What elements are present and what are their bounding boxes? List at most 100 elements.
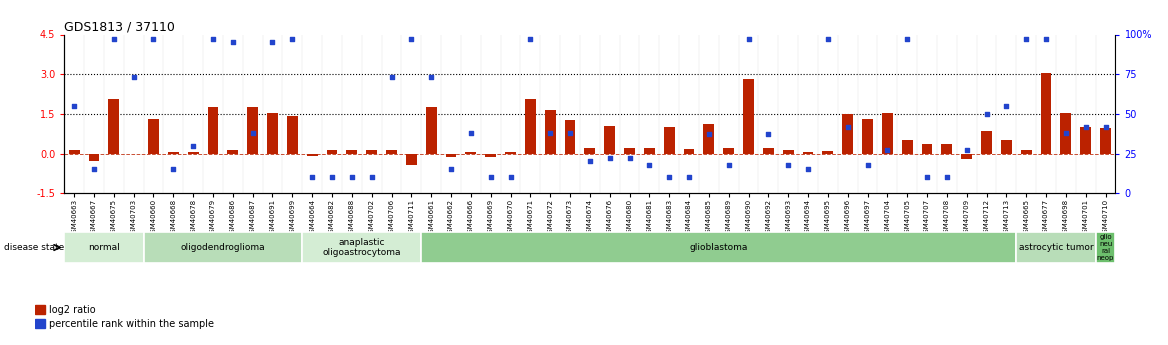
Point <box>362 175 381 180</box>
Bar <box>208 107 218 154</box>
Point <box>303 175 321 180</box>
Point <box>223 40 242 45</box>
Bar <box>941 144 952 154</box>
Point <box>442 167 460 172</box>
Bar <box>387 150 397 154</box>
Point <box>918 175 937 180</box>
Point <box>481 175 500 180</box>
Text: glioblastoma: glioblastoma <box>689 243 748 252</box>
Point <box>164 167 182 172</box>
Point <box>719 162 738 167</box>
Text: anaplastic
oligoastrocytoma: anaplastic oligoastrocytoma <box>322 238 401 257</box>
Bar <box>683 149 695 154</box>
FancyBboxPatch shape <box>1016 232 1096 263</box>
Bar <box>1061 112 1071 154</box>
Bar <box>248 107 258 154</box>
Point <box>1037 37 1056 42</box>
Bar <box>743 79 755 154</box>
Point <box>322 175 341 180</box>
Point <box>739 37 758 42</box>
Point <box>541 130 559 136</box>
Point <box>1017 37 1036 42</box>
Bar <box>89 154 99 161</box>
Bar <box>1001 140 1011 154</box>
Point <box>1057 130 1076 136</box>
Bar <box>763 148 773 154</box>
Bar <box>1100 128 1111 154</box>
Point <box>144 37 162 42</box>
Bar <box>584 148 596 154</box>
Point <box>124 75 142 80</box>
Point <box>700 132 718 137</box>
Bar <box>981 131 992 154</box>
Bar <box>109 99 119 154</box>
Bar <box>1080 127 1091 154</box>
Bar <box>1041 73 1051 154</box>
Point <box>561 130 579 136</box>
Bar <box>287 117 298 154</box>
Point <box>839 124 857 129</box>
FancyBboxPatch shape <box>1096 232 1115 263</box>
Bar <box>35 319 46 328</box>
Point <box>283 37 301 42</box>
Point <box>243 130 262 136</box>
Point <box>183 143 202 148</box>
FancyBboxPatch shape <box>303 232 422 263</box>
Bar <box>842 114 853 154</box>
Bar <box>703 124 715 154</box>
Bar <box>802 152 813 154</box>
Text: percentile rank within the sample: percentile rank within the sample <box>49 319 215 329</box>
Bar <box>347 150 357 154</box>
Point <box>402 37 420 42</box>
Point <box>759 132 778 137</box>
Bar <box>564 120 576 154</box>
Text: normal: normal <box>88 243 120 252</box>
Point <box>819 37 837 42</box>
Bar <box>367 150 377 154</box>
Bar <box>822 151 833 154</box>
Point <box>203 37 222 42</box>
Bar <box>902 140 912 154</box>
Bar <box>505 152 516 154</box>
Bar <box>188 152 199 154</box>
Bar <box>644 148 655 154</box>
Text: glio
neu
ral
neop: glio neu ral neop <box>1097 234 1114 261</box>
Point <box>600 156 619 161</box>
Point <box>958 148 976 153</box>
Bar <box>307 154 318 156</box>
Point <box>263 40 281 45</box>
Point <box>640 162 659 167</box>
Bar <box>524 99 536 154</box>
Point <box>898 37 917 42</box>
Point <box>978 111 996 117</box>
FancyBboxPatch shape <box>144 232 303 263</box>
Point <box>620 156 639 161</box>
Bar <box>961 154 972 159</box>
Bar <box>228 150 238 154</box>
Text: GDS1813 / 37110: GDS1813 / 37110 <box>64 20 175 33</box>
Bar <box>267 112 278 154</box>
Bar <box>604 126 616 154</box>
Text: log2 ratio: log2 ratio <box>49 305 96 315</box>
Point <box>64 103 83 109</box>
Point <box>680 175 698 180</box>
Point <box>104 37 123 42</box>
Point <box>1077 124 1096 129</box>
Point <box>878 148 897 153</box>
Point <box>521 37 540 42</box>
Bar <box>485 154 496 157</box>
Point <box>501 175 520 180</box>
Bar <box>862 119 872 154</box>
Point <box>580 159 599 164</box>
Bar <box>406 154 417 165</box>
Point <box>997 103 1016 109</box>
Bar <box>69 150 79 154</box>
Text: astrocytic tumor: astrocytic tumor <box>1018 243 1093 252</box>
Bar <box>425 107 437 154</box>
Bar <box>35 305 46 314</box>
Point <box>938 175 957 180</box>
Point <box>1097 124 1115 129</box>
Point <box>422 75 440 80</box>
Point <box>779 162 798 167</box>
Bar <box>663 127 675 154</box>
